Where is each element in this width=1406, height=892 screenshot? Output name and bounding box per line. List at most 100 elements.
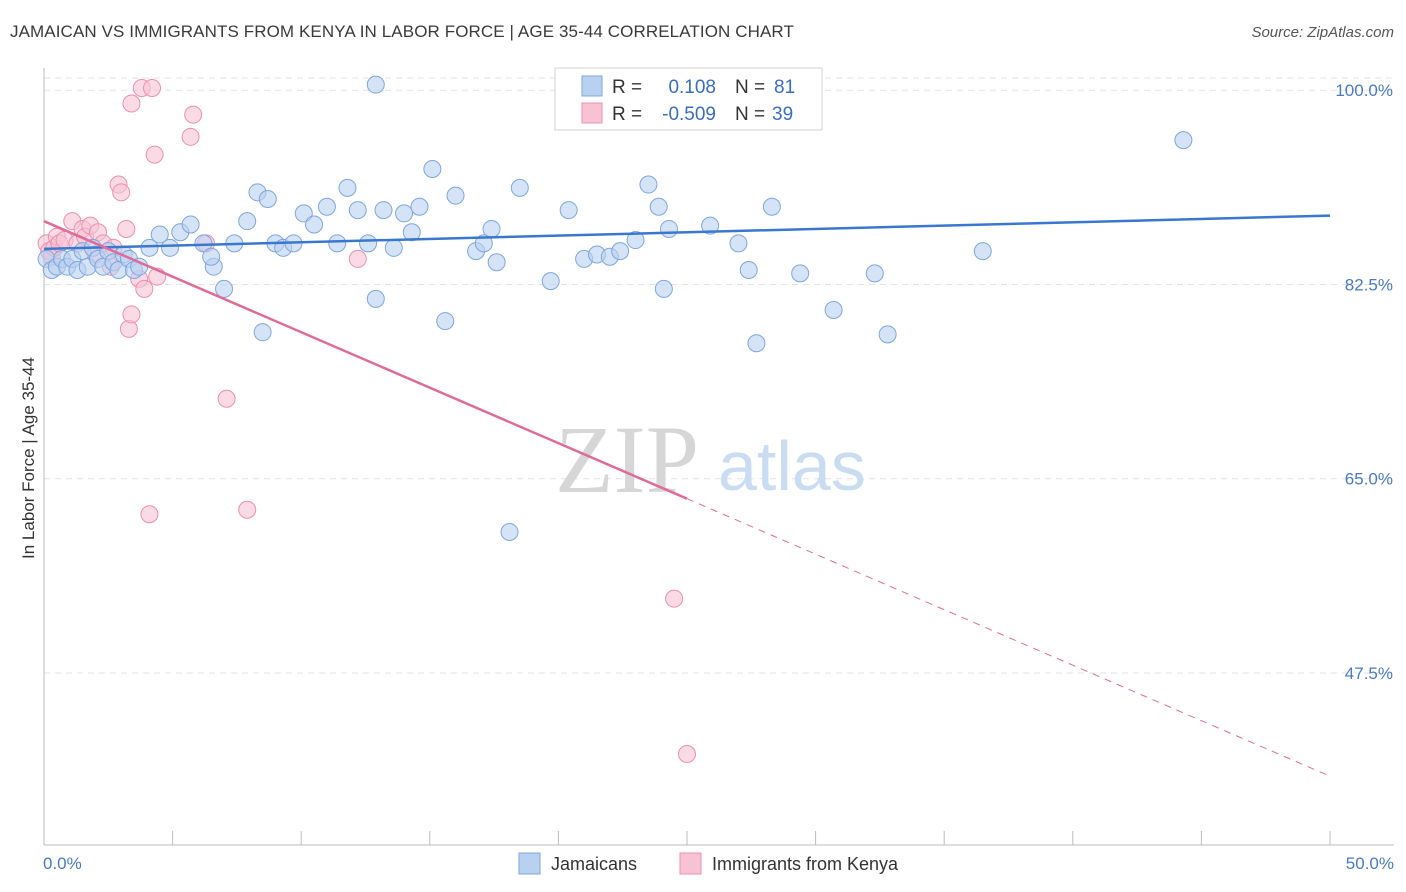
jamaican-point-69 xyxy=(739,261,758,280)
chart-source: Source: ZipAtlas.com xyxy=(1251,24,1394,41)
jamaican-point-45 xyxy=(402,223,421,242)
jamaican-point-63 xyxy=(639,175,658,194)
bottom-legend: Jamaicans Immigrants from Kenya xyxy=(518,852,899,875)
jamaican-point-38 xyxy=(338,178,357,197)
legend-n-label-1: N = xyxy=(735,77,765,98)
jamaican-point-48 xyxy=(436,312,455,331)
kenya-point-28 xyxy=(145,145,164,164)
jamaican-point-47 xyxy=(423,160,442,179)
kenya-trend-line-extrapolated xyxy=(686,498,1331,777)
legend-r-value-2: -0.509 xyxy=(662,104,716,125)
jamaican-point-46 xyxy=(410,197,429,216)
legend-n-value-2: 39 xyxy=(772,104,793,125)
watermark-zip: ZIP xyxy=(555,406,699,513)
jamaican-point-72 xyxy=(791,264,810,283)
jamaican-point-61 xyxy=(611,242,630,261)
jamaican-point-73 xyxy=(824,300,843,319)
jamaican-point-23 xyxy=(181,215,200,234)
jamaican-point-74 xyxy=(865,264,884,283)
kenya-point-37 xyxy=(665,589,684,608)
jamaican-point-34 xyxy=(294,204,313,223)
jamaican-point-76 xyxy=(973,242,992,261)
kenya-point-30 xyxy=(181,127,200,146)
kenya-point-19 xyxy=(117,219,136,238)
jamaican-point-42 xyxy=(374,201,393,220)
legend-swatch-pink xyxy=(581,102,603,124)
jamaican-point-35 xyxy=(305,215,324,234)
y-tick-label-0: 47.5% xyxy=(1345,664,1393,683)
y-tick-label-1: 65.0% xyxy=(1345,470,1393,489)
axes xyxy=(43,68,1394,846)
jamaican-point-19 xyxy=(140,238,159,257)
gridlines xyxy=(44,77,1394,674)
y-tick-label-3: 100.0% xyxy=(1335,81,1393,100)
watermark-atlas: atlas xyxy=(718,427,866,505)
jamaican-point-71 xyxy=(762,197,781,216)
kenya-point-27 xyxy=(143,78,162,97)
kenya-point-35 xyxy=(348,249,367,268)
jamaican-point-51 xyxy=(474,234,493,253)
x-tick-label-min: 0.0% xyxy=(43,854,82,873)
kenya-point-34 xyxy=(238,500,257,519)
jamaican-point-55 xyxy=(510,178,529,197)
jamaican-point-64 xyxy=(649,197,668,216)
kenya-point-18 xyxy=(112,183,131,202)
jamaican-point-80 xyxy=(366,75,385,94)
jamaican-point-67 xyxy=(701,216,720,235)
jamaican-trend-line xyxy=(43,214,1331,251)
jamaican-point-56 xyxy=(541,272,560,291)
kenya-point-21 xyxy=(122,305,141,324)
y-axis-label: In Labor Force | Age 35-44 xyxy=(19,357,38,559)
jamaican-point-20 xyxy=(150,225,169,244)
jamaican-point-78 xyxy=(253,323,272,342)
bottom-legend-kenya: Immigrants from Kenya xyxy=(712,854,899,874)
jamaican-point-52 xyxy=(482,219,501,238)
legend-r-value-1: 0.108 xyxy=(668,77,716,98)
jamaican-point-26 xyxy=(215,279,234,298)
chart-title: JAMAICAN VS IMMIGRANTS FROM KENYA IN LAB… xyxy=(10,22,794,41)
jamaican-point-65 xyxy=(654,279,673,298)
jamaican-point-79 xyxy=(202,247,221,266)
jamaican-points xyxy=(37,75,1193,541)
kenya-point-31 xyxy=(184,105,203,124)
kenya-point-38 xyxy=(678,744,696,763)
jamaican-point-53 xyxy=(487,253,506,272)
jamaican-point-70 xyxy=(747,334,766,353)
jamaican-point-39 xyxy=(348,201,367,220)
jamaican-point-41 xyxy=(366,289,385,308)
jamaican-point-77 xyxy=(1174,131,1193,150)
y-tick-label-2: 82.5% xyxy=(1345,275,1393,294)
kenya-point-22 xyxy=(122,94,141,113)
legend-n-label-2: N = xyxy=(735,104,765,125)
y-tick-labels: 47.5% 65.0% 82.5% 100.0% xyxy=(1335,81,1393,683)
legend-r-label-1: R = xyxy=(612,77,642,98)
watermark: ZIP atlas xyxy=(555,406,866,513)
jamaican-point-75 xyxy=(878,325,897,344)
bottom-legend-jamaicans: Jamaicans xyxy=(551,854,637,874)
jamaican-point-37 xyxy=(328,234,347,253)
jamaican-point-40 xyxy=(359,234,378,253)
jamaican-point-54 xyxy=(500,522,519,541)
jamaican-point-66 xyxy=(659,219,678,238)
jamaican-point-49 xyxy=(446,186,465,205)
kenya-trend-line xyxy=(43,220,688,500)
kenya-point-33 xyxy=(217,389,236,408)
legend-box: R = 0.108 N = 81 R = -0.509 N = 39 xyxy=(554,67,823,131)
x-ticks xyxy=(43,831,1331,845)
jamaican-point-44 xyxy=(395,204,414,223)
jamaican-point-57 xyxy=(559,201,578,220)
kenya-point-26 xyxy=(140,505,159,524)
legend-r-label-2: R = xyxy=(612,104,642,125)
jamaican-point-68 xyxy=(729,234,748,253)
jamaican-point-30 xyxy=(258,189,277,208)
jamaican-point-21 xyxy=(161,238,180,257)
jamaican-point-28 xyxy=(238,212,257,231)
bottom-legend-swatch-jamaicans xyxy=(518,852,541,875)
bottom-legend-swatch-kenya xyxy=(679,852,702,875)
trend-lines xyxy=(43,214,1331,777)
legend-swatch-blue xyxy=(581,75,603,97)
kenya-point-25 xyxy=(135,279,154,298)
jamaican-point-36 xyxy=(317,197,336,216)
jamaican-point-43 xyxy=(384,238,403,257)
